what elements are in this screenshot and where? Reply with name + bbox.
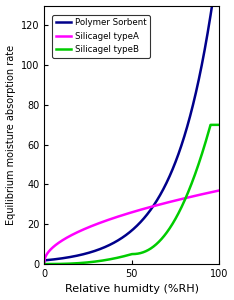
Silicagel typeB [160, 238, 163, 241]
Silicagel typeB [122, 254, 125, 258]
Line: Silicagel typeA: Silicagel typeA [44, 190, 219, 264]
Line: Polymer Sorbent: Polymer Sorbent [44, 6, 219, 260]
Silicagel typeA [146, 206, 149, 210]
Silicagel typeA [74, 231, 77, 235]
Silicagel typeB [209, 123, 212, 127]
Polymer Sorbent [211, 4, 214, 8]
Legend: Polymer Sorbent, Silicagel typeA, Silicagel typeB: Polymer Sorbent, Silicagel typeA, Silica… [52, 15, 150, 58]
Polymer Sorbent [218, 4, 221, 8]
Polymer Sorbent [43, 259, 46, 262]
Polymer Sorbent [146, 212, 149, 216]
Polymer Sorbent [74, 254, 77, 258]
Polymer Sorbent [88, 251, 91, 254]
Silicagel typeB [175, 216, 177, 220]
X-axis label: Relative humidty (%RH): Relative humidty (%RH) [65, 284, 199, 294]
Silicagel typeA [43, 262, 46, 266]
Silicagel typeB [43, 262, 46, 266]
Line: Silicagel typeB: Silicagel typeB [44, 125, 219, 264]
Polymer Sorbent [160, 191, 163, 195]
Silicagel typeA [122, 213, 125, 217]
Silicagel typeA [160, 202, 163, 206]
Silicagel typeB [88, 260, 91, 264]
Polymer Sorbent [175, 159, 177, 162]
Silicagel typeB [74, 262, 77, 265]
Silicagel typeB [146, 249, 149, 252]
Silicagel typeA [88, 225, 91, 229]
Y-axis label: Equilibrium moisture absorption rate: Equilibrium moisture absorption rate [6, 45, 15, 225]
Silicagel typeA [218, 189, 221, 192]
Silicagel typeB [218, 123, 221, 127]
Polymer Sorbent [122, 235, 125, 238]
Silicagel typeA [175, 199, 177, 202]
